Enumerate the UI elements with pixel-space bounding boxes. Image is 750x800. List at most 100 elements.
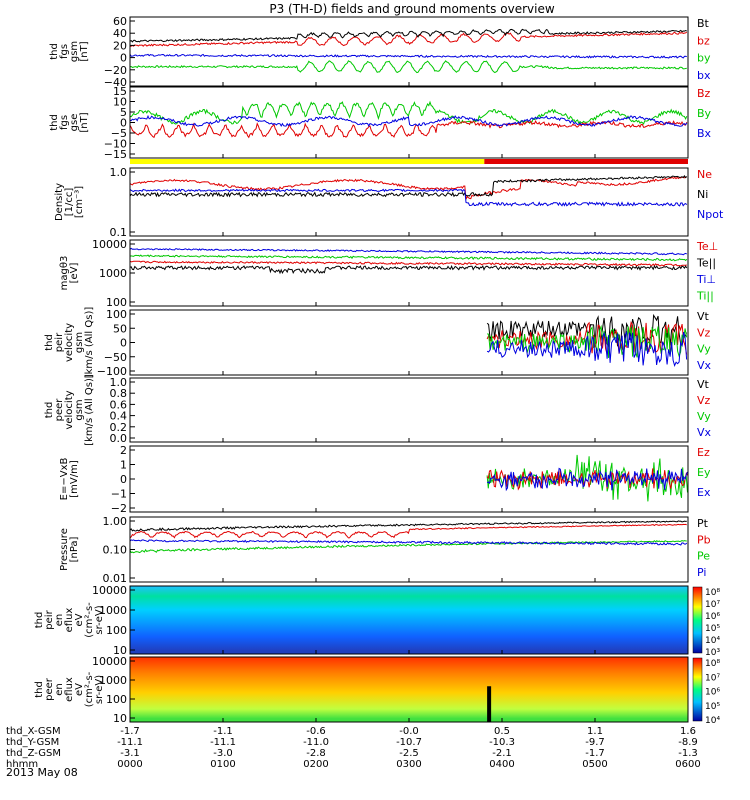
colorbar: [692, 657, 703, 722]
y-axis-label: thdpeirenefluxeV(cm²-s-sr-eV): [34, 602, 105, 638]
legend-Vx: Vx: [697, 426, 712, 439]
x-row-value: -1.3: [678, 748, 698, 759]
panel-frame: [129, 377, 689, 443]
y-tick-label: 1000: [99, 604, 127, 617]
y-tick-label: 100: [106, 308, 127, 321]
x-row-label: hhmm: [6, 759, 38, 770]
y-tick-label: −1: [111, 488, 127, 501]
legend-Pb: Pb: [697, 533, 711, 546]
colorbar-label: 10⁸: [705, 588, 720, 598]
y-tick-label: 0.8: [110, 387, 128, 400]
y-tick-label: −2: [111, 502, 127, 515]
x-row-label: thd_X-GSM: [6, 726, 61, 737]
y-tick-label: 0.10: [103, 544, 128, 557]
series-Ti-par: [129, 254, 688, 262]
y-tick-label: 1: [120, 459, 127, 472]
x-row-value: -1.1: [213, 726, 233, 737]
y-tick-label: 10000: [92, 238, 127, 251]
x-row-value: -2.8: [306, 748, 326, 759]
y-tick-label: 0.01: [103, 572, 128, 585]
x-row-value: -9.7: [585, 737, 605, 748]
x-row-value: -11.0: [303, 737, 329, 748]
y-axis-label: thdpeirvelocitygsm[km/s (All Qs)]: [44, 307, 95, 379]
x-row-value: 0000: [117, 759, 142, 770]
x-row-value: -3.1: [120, 748, 140, 759]
y-tick-label: 0.0: [110, 432, 128, 445]
panels: 6040200−20−40thdfgsgsm[nT]Btbzbybx151050…: [34, 15, 724, 726]
legend-Vt: Vt: [697, 310, 710, 323]
x-row-value: -10.3: [489, 737, 515, 748]
y-tick-label: 15: [113, 85, 127, 98]
x-row-value: 0100: [210, 759, 235, 770]
legend-Ni: Ni: [697, 188, 708, 201]
legend-Npot: Npot: [697, 208, 724, 221]
y-axis-label: thdfgsgsm[nT]: [49, 41, 90, 62]
y-tick-label: 60: [113, 15, 127, 28]
series-Ti-perp: [129, 247, 687, 256]
x-row-value: -3.0: [213, 748, 233, 759]
x-row-value: -0.6: [306, 726, 326, 737]
legend-Vt: Vt: [697, 378, 710, 391]
series-Pt: [129, 520, 687, 532]
y-axis-label: thdpeervelocitygsm[km/s (All Qs)]: [44, 374, 95, 446]
y-tick-label: −5: [111, 127, 127, 140]
legend-Vx: Vx: [697, 359, 712, 372]
series-Bx: [129, 114, 688, 128]
series-Ni: [129, 175, 688, 198]
legend-Ex: Ex: [697, 486, 711, 499]
y-axis-label: thdpeerenefluxeV(cm²-s-sr-eV): [34, 671, 105, 707]
y-tick-label: 100: [106, 624, 127, 637]
y-tick-label: 10: [113, 644, 127, 657]
legend-Pe: Pe: [697, 550, 710, 563]
legend-bz: bz: [697, 34, 710, 47]
x-row-value: -1.7: [120, 726, 140, 737]
y-tick-label: 10000: [92, 584, 127, 597]
y-tick-label: −40: [104, 76, 127, 89]
x-axis: thd_X-GSM -1.7 -1.1 -0.6 -0.0 0.5 1.1 1.6 thd_Y-…: [6, 726, 701, 770]
y-tick-label: 100: [106, 296, 127, 309]
y-tick-label: 40: [113, 27, 127, 40]
x-row-value: -1.7: [585, 748, 605, 759]
y-tick-label: 1.0: [110, 376, 128, 389]
x-row-label: thd_Y-GSM: [6, 737, 59, 748]
series-ion-green: [486, 324, 688, 359]
y-tick-label: 20: [113, 39, 127, 52]
panel-temperature: 10000 1000 100 magθ3[eV] Te⊥ Te|| Ti⊥ Ti||: [59, 238, 718, 309]
legend-Pi: Pi: [697, 566, 706, 579]
y-axis-label: thdfgsgse[nT]: [49, 112, 90, 132]
y-tick-label: 1000: [99, 267, 127, 280]
date-label: 2013 May 08: [6, 766, 78, 779]
y-tick-label: −15: [104, 148, 127, 161]
x-row-value: 0500: [582, 759, 607, 770]
legend-Vz: Vz: [697, 326, 711, 339]
x-row-value: -11.1: [117, 737, 143, 748]
y-axis-label: Pressure[nPa]: [59, 528, 80, 571]
series-e-blue: [486, 467, 688, 492]
y-tick-label: 1.0: [110, 166, 128, 179]
series-bx: [129, 53, 687, 59]
x-row-value: -8.9: [678, 737, 698, 748]
legend-Bz: Bz: [697, 87, 711, 100]
series-Pb: [129, 523, 687, 539]
legend-Ne: Ne: [697, 168, 712, 181]
colorbar-label: 10⁴: [705, 636, 720, 646]
colorbar-label: 10⁶: [705, 612, 720, 622]
legend-Bt: Bt: [697, 17, 710, 30]
y-tick-label: 50: [113, 322, 127, 335]
panel-density: 1.0 0.1 Density[1/cc][cm⁻³] Ne Ni Npot: [54, 159, 724, 239]
x-row-value: -11.1: [210, 737, 236, 748]
x-row-value: 0.5: [494, 726, 510, 737]
x-row-value: 1.6: [680, 726, 696, 737]
y-axis-label: E=−VxB[mV/m]: [59, 458, 80, 501]
colorbar-label: 10⁴: [705, 716, 720, 726]
series-e-green: [486, 454, 688, 502]
y-tick-label: 0.6: [110, 398, 128, 411]
legend-Bx: Bx: [697, 127, 712, 140]
y-tick-label: 10: [113, 96, 127, 109]
y-tick-label: 0.4: [110, 410, 128, 423]
series-Ne: [129, 176, 687, 200]
y-axis-label: Density[1/cc][cm⁻³]: [54, 183, 85, 221]
series-Npot: [129, 188, 688, 207]
y-tick-label: 0: [120, 473, 127, 486]
x-row-value: 0200: [303, 759, 328, 770]
